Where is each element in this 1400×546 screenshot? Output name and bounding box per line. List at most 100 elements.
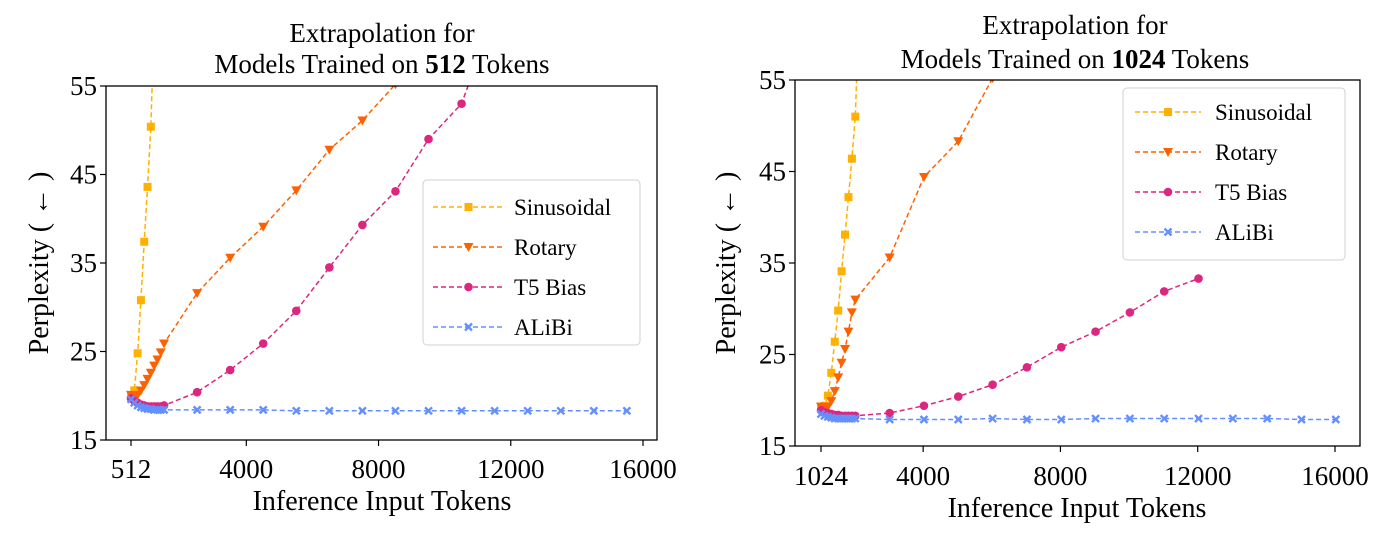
x-tick-label: 8000	[1033, 461, 1087, 491]
series-line	[130, 398, 627, 412]
data-point	[146, 122, 155, 131]
data-point	[841, 230, 850, 239]
legend-marker	[1164, 108, 1172, 116]
data-point	[143, 182, 152, 191]
legend-item: Rotary	[1135, 140, 1278, 165]
legend-label: ALiBi	[514, 315, 573, 340]
legend-label: Rotary	[1215, 140, 1278, 165]
y-tick-label: 15	[70, 425, 97, 455]
x-tick-label: 12000	[1164, 461, 1232, 491]
data-point	[988, 380, 997, 389]
data-point	[291, 406, 301, 416]
data-point	[918, 172, 929, 182]
data-point	[358, 220, 367, 230]
series-line	[820, 277, 1199, 417]
data-point	[953, 137, 964, 147]
data-point	[457, 406, 466, 416]
x-tick-label: 16000	[609, 454, 677, 484]
data-point	[152, 355, 163, 365]
legend-item: Rotary	[433, 235, 577, 260]
x-tick-label: 1024	[794, 461, 849, 491]
data-point	[855, 12, 863, 20]
chart-title-line2: Models Trained on 512 Tokens	[214, 49, 549, 79]
data-point	[136, 296, 145, 305]
data-point	[135, 386, 146, 396]
data-point	[1056, 415, 1066, 424]
chart-1024-tokens: Extrapolation for Models Trained on 1024…	[711, 10, 1369, 524]
y-tick-label: 15	[759, 431, 786, 461]
data-point	[850, 414, 860, 423]
x-tick-label: 16000	[1301, 461, 1369, 491]
data-point	[1022, 415, 1032, 424]
data-point	[424, 134, 433, 144]
x-axis-label: Inference Input Tokens	[948, 493, 1207, 524]
data-point	[225, 365, 235, 375]
data-point	[291, 186, 302, 196]
legend-label: Sinusoidal	[1215, 100, 1312, 125]
data-point	[1159, 287, 1169, 296]
legend: Sinusoidal Rotary T5 Bias ALiBi	[422, 179, 641, 346]
data-point	[1125, 414, 1135, 423]
data-point	[391, 406, 400, 416]
data-point	[457, 99, 466, 108]
legend: Sinusoidal Rotary T5 Bias ALiBi	[1122, 87, 1346, 261]
data-point	[829, 387, 840, 397]
legend-item: Sinusoidal	[1135, 100, 1312, 125]
data-point	[192, 405, 202, 415]
series-rotary	[126, 86, 398, 403]
x-tick-label: 12000	[477, 454, 545, 484]
data-point	[149, 361, 160, 371]
data-point	[145, 368, 156, 378]
legend-marker	[464, 322, 473, 332]
data-point	[490, 406, 499, 416]
data-point	[830, 337, 839, 346]
x-axis-label: Inference Input Tokens	[253, 486, 512, 517]
legend-marker	[463, 243, 474, 252]
data-point	[885, 408, 894, 418]
y-tick-label: 35	[759, 248, 786, 278]
data-point	[155, 348, 166, 358]
series-line	[820, 413, 1336, 421]
data-point	[850, 295, 861, 305]
data-point	[836, 358, 847, 368]
data-point	[1228, 414, 1238, 423]
y-tick-label: 45	[759, 157, 786, 187]
data-point	[1091, 414, 1100, 423]
data-point	[393, 86, 398, 90]
y-tick-label: 25	[759, 340, 786, 370]
data-point	[1125, 308, 1135, 317]
series-sinusoidal	[817, 12, 863, 411]
data-point	[622, 406, 632, 416]
x-tick-label: 4000	[219, 454, 273, 484]
data-point	[258, 339, 268, 348]
series-alibi	[816, 409, 1341, 424]
data-point	[1194, 414, 1203, 423]
data-point	[884, 253, 895, 263]
y-tick-label: 55	[70, 71, 97, 101]
data-point	[424, 406, 433, 416]
data-point	[919, 401, 929, 411]
data-point	[844, 193, 853, 202]
data-point	[843, 327, 854, 337]
data-point	[1194, 274, 1203, 283]
data-point	[130, 386, 139, 395]
y-tick-label: 35	[70, 248, 97, 278]
data-point	[1159, 414, 1169, 423]
data-point	[846, 308, 857, 318]
legend-item: T5 Bias	[1135, 180, 1287, 205]
data-point	[1056, 342, 1066, 352]
chart-title-line1: Extrapolation for	[289, 18, 474, 48]
legend-marker	[464, 203, 473, 211]
data-point	[142, 374, 153, 384]
chart-title-line1: Extrapolation for	[982, 10, 1167, 40]
data-point	[827, 368, 836, 377]
legend-marker	[1163, 227, 1173, 237]
legend-item: T5 Bias	[433, 275, 586, 300]
data-point	[823, 391, 832, 400]
data-point	[833, 373, 844, 383]
data-point	[1262, 414, 1272, 423]
legend-label: Sinusoidal	[514, 195, 611, 220]
legend-item: ALiBi	[1135, 220, 1274, 245]
data-point	[822, 402, 833, 412]
